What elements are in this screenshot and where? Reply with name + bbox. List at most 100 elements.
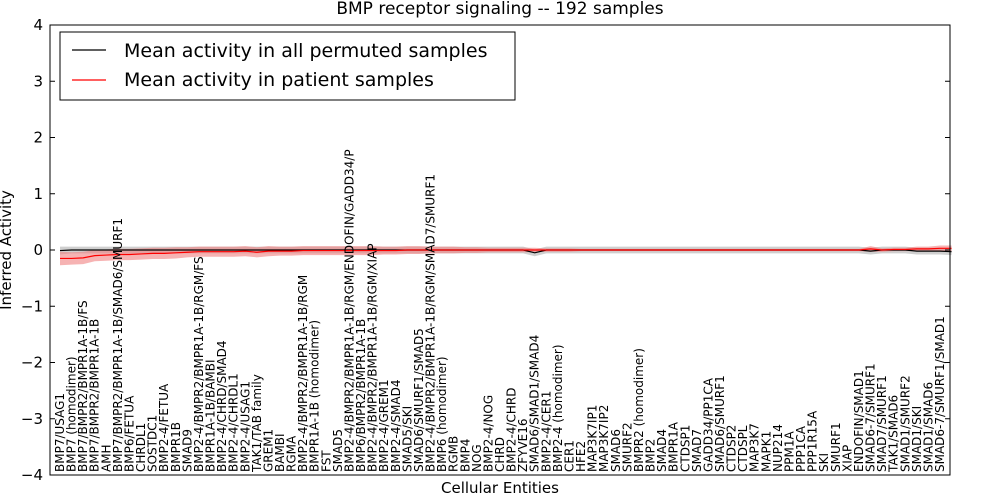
y-tick-label: −3 — [21, 410, 43, 428]
patient-point — [198, 251, 199, 252]
x-tick-label: BMP2-4/CHRD — [505, 388, 519, 472]
patient-point — [71, 258, 72, 259]
patient-point — [175, 252, 176, 253]
patient-point — [164, 253, 165, 254]
patient-point — [106, 254, 107, 255]
permuted-point — [279, 249, 280, 250]
x-tick-label: BMP2-4/FETUA — [157, 383, 171, 472]
permuted-point — [175, 249, 176, 250]
patient-point — [303, 250, 304, 251]
patient-point — [442, 249, 443, 250]
x-tick-label: SMAD7 — [690, 429, 704, 472]
patient-point — [499, 249, 500, 250]
x-tick-label: SMAD6-7/SMURF1/SMAD1 — [933, 316, 947, 472]
x-tick-label: MAP3K7IP1 — [586, 405, 600, 472]
x-tick-label: BMP2-4/BMPR2/BMPR1A-1B/RGM/XIAP — [366, 243, 380, 472]
patient-point — [847, 249, 848, 250]
permuted-point — [951, 251, 952, 252]
x-tick-label: BMP4 — [458, 439, 472, 472]
patient-point — [870, 248, 871, 249]
x-tick-label: SMAD6/SMURF1/SMAD5 — [412, 328, 426, 472]
patient-point — [245, 251, 246, 252]
patient-point — [476, 249, 477, 250]
permuted-point — [870, 251, 871, 252]
x-tick-label: SMAD6 — [609, 429, 623, 472]
patient-point — [152, 253, 153, 254]
x-tick-label: PPP1CA — [794, 425, 808, 472]
x-tick-label: AMH — [99, 444, 113, 472]
permuted-point — [534, 252, 535, 253]
patient-point — [268, 251, 269, 252]
legend-box — [59, 31, 516, 101]
patient-point — [662, 249, 663, 250]
permuted-point — [71, 249, 72, 250]
patient-point — [766, 249, 767, 250]
patient-point — [395, 250, 396, 251]
x-tick-label: CHRD — [493, 437, 507, 472]
x-tick-label: SOSTDC1 — [146, 415, 160, 472]
patient-point — [777, 249, 778, 250]
permuted-point — [928, 251, 929, 252]
patient-point — [627, 249, 628, 250]
x-tick-label: CTDSP2 — [725, 425, 739, 472]
y-tick-label: 4 — [33, 16, 43, 34]
patient-point — [604, 249, 605, 250]
patient-point — [59, 258, 60, 259]
x-tick-label: RGMA — [285, 435, 299, 472]
legend-label-permuted: Mean activity in all permuted samples — [124, 40, 487, 62]
permuted-point — [129, 249, 130, 250]
y-tick-label: 0 — [33, 241, 43, 259]
patient-point — [534, 249, 535, 250]
x-tick-label: CTDSPL — [736, 425, 750, 472]
permuted-point — [140, 249, 141, 250]
x-tick-label: BMP7/BMPR2/BMPR1A-1B/SMAD6/SMURF1 — [111, 218, 125, 472]
patient-point — [893, 249, 894, 250]
x-tick-label: BMP2-4/NOG — [481, 395, 495, 472]
patient-point — [233, 251, 234, 252]
patient-point — [326, 250, 327, 251]
x-tick-label: ZFYVE16 — [516, 418, 530, 472]
x-tick-label: ENDOFIN/SMAD1 — [852, 370, 866, 472]
patient-point — [916, 248, 917, 249]
patient-point — [882, 249, 883, 250]
patient-point — [384, 250, 385, 251]
patient-point — [453, 249, 454, 250]
x-tick-label: XIAP — [840, 445, 854, 472]
patient-point — [812, 249, 813, 250]
patient-point — [905, 249, 906, 250]
patient-point — [279, 251, 280, 252]
permuted-point — [152, 249, 153, 250]
patient-point — [511, 249, 512, 250]
x-tick-label: SMAD7/SMURF1 — [875, 375, 889, 472]
x-tick-label: BMP6/FETUA — [122, 395, 136, 472]
permuted-point — [939, 251, 940, 252]
y-tick-label: −2 — [21, 354, 43, 372]
y-axis-ticks: −4 −3 −2 −1 0 1 2 3 4 — [21, 16, 950, 484]
x-tick-label: GREM1 — [261, 429, 275, 472]
x-tick-label: BMPR1B — [169, 422, 183, 472]
patient-point — [546, 249, 547, 250]
patient-point — [140, 253, 141, 254]
permuted-point — [222, 249, 223, 250]
x-tick-label: MAP3K7 — [748, 423, 762, 472]
x-tick-label: SMAD6-7/SMURF1 — [864, 363, 878, 472]
patient-point — [314, 250, 315, 251]
patient-point — [418, 249, 419, 250]
plot-frame — [49, 24, 951, 476]
patient-point — [615, 249, 616, 250]
patient-point — [360, 250, 361, 251]
patient-point — [708, 249, 709, 250]
patient-point — [939, 248, 940, 249]
series-lines — [59, 247, 952, 260]
x-tick-label: TAK1/TAB family — [250, 374, 264, 473]
patient-point — [800, 249, 801, 250]
patient-point — [928, 248, 929, 249]
patient-point — [580, 249, 581, 250]
patient-point — [94, 255, 95, 256]
x-tick-label: RGMB — [447, 436, 461, 472]
x-tick-label: BMP7/USAG1 — [53, 393, 67, 472]
x-tick-label: BMP6 (homodimer) — [435, 356, 449, 472]
x-tick-label: BMP2 — [644, 439, 658, 472]
x-tick-label: BAMBI — [273, 433, 287, 472]
